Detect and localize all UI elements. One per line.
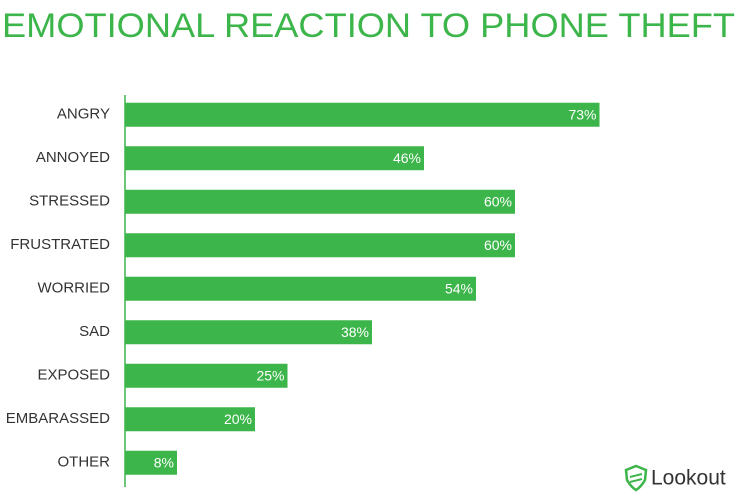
- category-label: SAD: [79, 323, 110, 340]
- category-label: ANGRY: [57, 106, 110, 123]
- category-label: FRUSTRATED: [10, 236, 110, 253]
- bar: [125, 407, 255, 432]
- category-label: EMBARASSED: [6, 410, 110, 427]
- logo-shield-lines: [629, 473, 643, 483]
- bar: [125, 233, 515, 258]
- logo: Lookout: [624, 464, 726, 492]
- value-label: 73%: [568, 106, 596, 122]
- chart-title: EMOTIONAL REACTION TO PHONE THEFT: [2, 7, 735, 45]
- bar: [125, 450, 177, 475]
- value-label: 46%: [393, 150, 421, 166]
- value-label: 54%: [445, 280, 473, 296]
- value-label: 60%: [484, 193, 512, 209]
- logo-shield: [624, 464, 648, 492]
- category-label: OTHER: [58, 454, 111, 471]
- category-label: WORRIED: [38, 280, 111, 297]
- category-label: ANNOYED: [36, 149, 110, 166]
- value-label: 38%: [341, 324, 369, 340]
- bar: [125, 320, 372, 345]
- category-label: STRESSED: [29, 193, 110, 210]
- bar: [125, 102, 600, 127]
- category-label: EXPOSED: [37, 367, 110, 384]
- value-label: 25%: [256, 367, 284, 383]
- bar: [125, 189, 515, 214]
- bar: [125, 363, 288, 388]
- value-label: 8%: [154, 454, 174, 470]
- value-label: 60%: [484, 237, 512, 253]
- bar: [125, 146, 424, 171]
- logo-text: Lookout: [651, 467, 726, 490]
- value-label: 20%: [224, 411, 252, 427]
- bar: [125, 276, 476, 301]
